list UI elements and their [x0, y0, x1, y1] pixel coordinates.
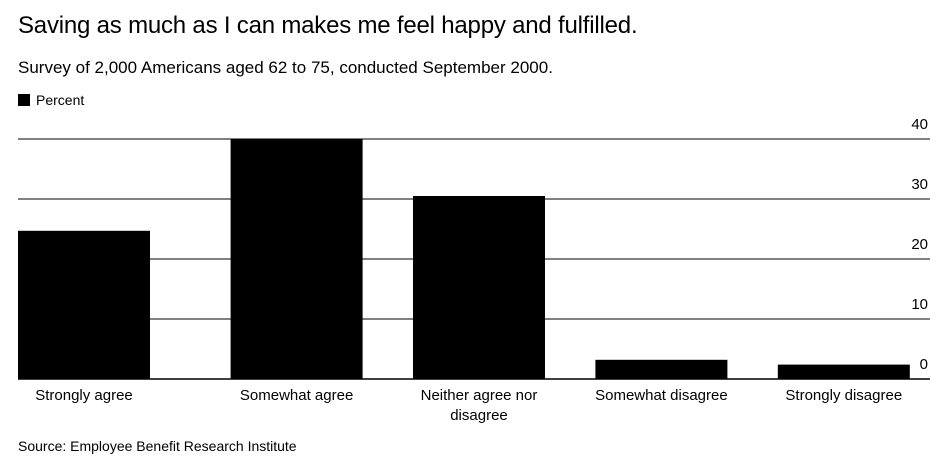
legend-swatch: [18, 94, 30, 106]
y-tick-label: 30: [911, 176, 928, 193]
bar: [18, 230, 150, 379]
bars: [18, 139, 910, 379]
bar: [777, 364, 910, 379]
y-tick-label: 0: [920, 356, 928, 373]
y-tick-label: 10: [911, 296, 928, 313]
chart-title: Saving as much as I can makes me feel ha…: [18, 12, 638, 39]
y-tick-label: 20: [911, 236, 928, 253]
source-note: Source: Employee Benefit Research Instit…: [18, 438, 297, 454]
y-tick-label: 40: [911, 116, 928, 133]
y-axis-ticks: 0 10 20 30 40: [911, 116, 928, 373]
bar: [413, 196, 545, 379]
bar: [230, 139, 363, 379]
x-category-label: Neither agree nor: [421, 387, 538, 404]
x-category-label: disagree: [450, 407, 508, 424]
x-axis-labels: Strongly agree Somewhat agree Neither agre…: [35, 387, 902, 424]
x-category-label: Strongly agree: [35, 387, 133, 404]
legend-label: Percent: [36, 92, 85, 108]
legend: Percent: [18, 92, 84, 108]
chart-subtitle: Survey of 2,000 Americans aged 62 to 75,…: [18, 58, 553, 77]
bar: [595, 359, 728, 379]
x-category-label: Strongly disagree: [785, 387, 902, 404]
x-category-label: Somewhat agree: [240, 387, 353, 404]
x-category-label: Somewhat disagree: [595, 387, 728, 404]
